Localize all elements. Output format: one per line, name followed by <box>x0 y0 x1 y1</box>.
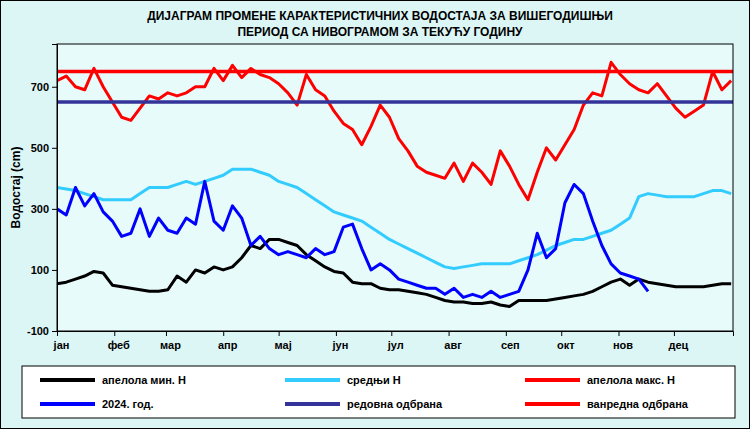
y-tick: 100 <box>31 264 57 276</box>
x-tick-label: апр <box>218 339 238 351</box>
x-tick-label: авг <box>444 339 462 351</box>
legend-swatch <box>525 402 580 406</box>
y-tick-label: 700 <box>31 81 49 93</box>
legend-label: средњи H <box>347 374 401 386</box>
y-tick: 700 <box>31 81 57 93</box>
y-tick-label: 300 <box>31 203 49 215</box>
legend-swatch <box>525 378 580 382</box>
y-tick-mark <box>52 209 57 210</box>
background <box>1 1 750 429</box>
x-tick: феб <box>108 331 130 351</box>
threshold-line <box>57 100 733 104</box>
y-tick: 500 <box>31 142 57 154</box>
y-tick-mark <box>52 331 57 332</box>
title-line: ДИЈАГРАМ ПРОМЕНЕ КАРАКТЕРИСТИЧНИХ ВОДОСТ… <box>147 9 613 23</box>
y-tick-mark <box>52 148 57 149</box>
series-line <box>57 62 731 199</box>
x-tick-mark <box>449 331 450 336</box>
x-tick: јан <box>53 331 70 351</box>
x-tick-label: јун <box>331 339 348 351</box>
x-tick: дец <box>668 331 688 351</box>
x-tick-label: окт <box>557 339 575 351</box>
x-tick: нов <box>613 331 633 351</box>
plot-area <box>57 44 733 331</box>
y-tick: 300 <box>31 203 57 215</box>
legend-label: апелола мин. H <box>102 374 186 386</box>
x-tick-mark <box>166 331 167 336</box>
legend-item: средњи H <box>285 374 401 386</box>
legend-label: редовна одбрана <box>347 398 443 410</box>
y-tick-mark <box>52 270 57 271</box>
x-tick: авг <box>444 331 462 351</box>
x-axis: јан феб мар апр мај јун јул авг сеп окт нов дец <box>53 331 734 351</box>
legend-item: 2024. год. <box>40 398 154 410</box>
x-tick: апр <box>218 331 238 351</box>
y-tick-label: 500 <box>31 142 49 154</box>
x-tick: јул <box>387 331 404 351</box>
legend-label: апелола макс. H <box>587 374 675 386</box>
legend-swatch <box>285 378 340 382</box>
y-tick-label: 100 <box>31 264 49 276</box>
x-tick-mark <box>223 331 224 336</box>
x-tick-label: дец <box>668 339 688 351</box>
x-tick-label: мај <box>275 339 292 351</box>
legend-box <box>22 366 735 418</box>
y-tick: -100 <box>27 325 57 337</box>
x-tick-label: мар <box>160 339 181 351</box>
legend-item: редовна одбрана <box>285 398 443 410</box>
threshold-line <box>57 70 733 74</box>
legend-label: 2024. год. <box>102 398 154 410</box>
x-tick: окт <box>557 331 575 351</box>
x-axis-line <box>58 332 734 337</box>
legend-swatch <box>40 402 95 406</box>
y-tick-label: -100 <box>27 325 49 337</box>
x-tick: сеп <box>501 331 520 351</box>
legend-item: апелола мин. H <box>40 374 186 386</box>
y-axis-title: Водостај (cm) <box>9 147 23 229</box>
legend: апелола мин. H средњи H апелола макс. H 202… <box>22 366 735 418</box>
series-line <box>57 181 648 297</box>
legend-swatch <box>285 402 340 406</box>
x-tick-mark <box>391 331 392 336</box>
plot <box>57 62 733 306</box>
chart: ДИЈАГРАМ ПРОМЕНЕ КАРАКТЕРИСТИЧНИХ ВОДОСТ… <box>0 0 750 429</box>
x-tick-label: јан <box>53 339 70 351</box>
x-tick-mark <box>561 331 562 336</box>
title: ДИЈАГРАМ ПРОМЕНЕ КАРАКТЕРИСТИЧНИХ ВОДОСТ… <box>147 9 613 39</box>
y-axis: -100 100 300 500 700 <box>27 45 58 338</box>
x-tick-mark <box>618 331 619 336</box>
x-tick-mark <box>506 331 507 336</box>
legend-swatch <box>40 378 95 382</box>
x-tick-mark <box>336 331 337 336</box>
x-tick: јун <box>331 331 348 351</box>
legend-item: апелола макс. H <box>525 374 675 386</box>
legend-item: ванредна одбрана <box>525 398 689 410</box>
y-axis-line <box>52 45 58 332</box>
x-tick-label: нов <box>613 339 633 351</box>
x-tick-label: сеп <box>501 339 520 351</box>
x-tick-label: јул <box>387 339 404 351</box>
x-tick-label: феб <box>108 339 130 351</box>
x-tick: мај <box>275 331 292 351</box>
y-tick-mark <box>52 87 57 88</box>
x-tick-mark <box>114 331 115 336</box>
legend-label: ванредна одбрана <box>587 398 689 410</box>
title-line: ПЕРИОД СА НИВОГРАМОМ ЗА ТЕКУЋУ ГОДИНУ <box>237 25 523 39</box>
plot-frame <box>57 44 733 331</box>
x-tick-mark <box>279 331 280 336</box>
x-tick: мар <box>160 331 181 351</box>
x-tick-mark <box>674 331 675 336</box>
